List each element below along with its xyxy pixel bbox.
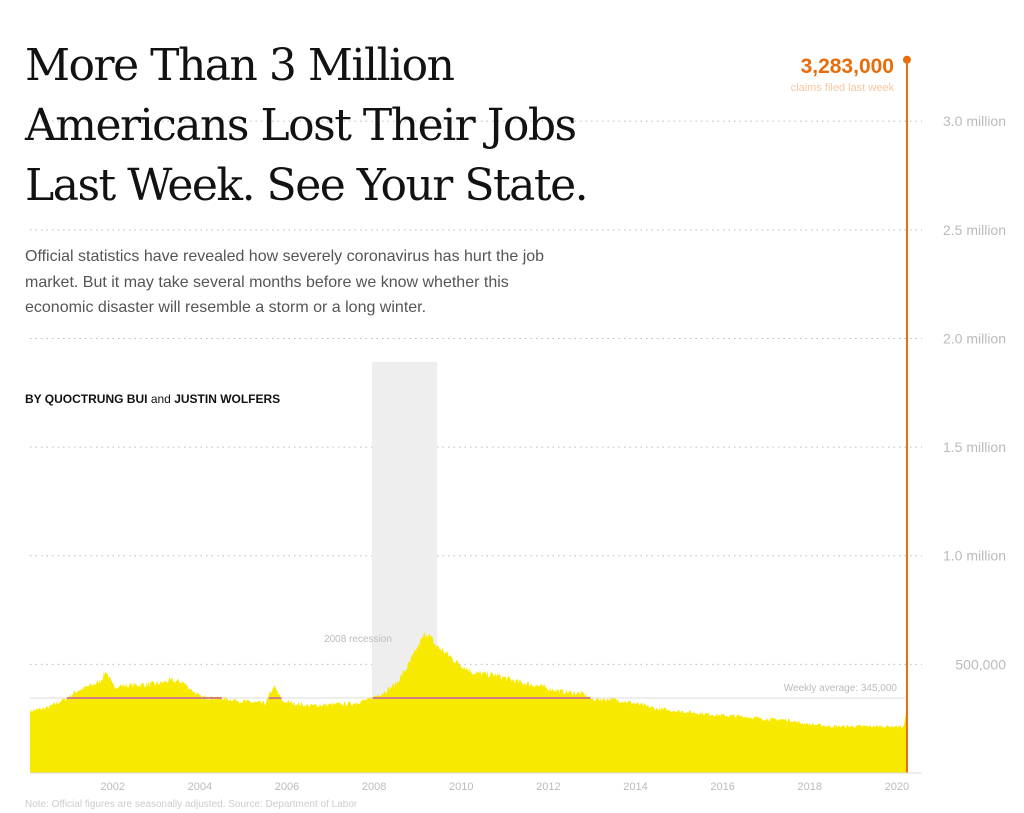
peak-sublabel: claims filed last week xyxy=(791,82,895,94)
x-tick-label: 2014 xyxy=(623,781,647,793)
byline: BY QUOCTRUNG BUI and JUSTIN WOLFERS xyxy=(25,392,280,406)
x-tick-label: 2018 xyxy=(798,781,822,793)
x-tick-label: 2004 xyxy=(188,781,212,793)
peak-dot xyxy=(902,55,911,64)
claims-area xyxy=(30,631,907,773)
recession-label: 2008 recession xyxy=(324,634,392,645)
source-note: Note: Official figures are seasonally ad… xyxy=(25,799,358,810)
gridlines: 500,000 1.0 million 1.5 million 2.0 million… xyxy=(30,113,1006,672)
y-tick-label: 1.5 million xyxy=(943,439,1006,455)
y-tick-label: 2.0 million xyxy=(943,330,1006,346)
x-tick-label: 2012 xyxy=(536,781,560,793)
x-tick-label: 2008 xyxy=(362,781,386,793)
headline: More Than 3 Million Americans Lost Their… xyxy=(25,40,589,211)
x-tick-label: 2010 xyxy=(449,781,473,793)
byline-author-2: JUSTIN WOLFERS xyxy=(174,392,281,406)
y-tick-label: 500,000 xyxy=(955,656,1006,672)
dek: Official statistics have revealed how se… xyxy=(25,248,545,316)
y-tick-label: 1.0 million xyxy=(943,548,1006,564)
byline-conjunction: and xyxy=(150,392,171,406)
byline-prefix: BY xyxy=(25,392,42,406)
x-axis: 2002 2004 2006 2008 2010 2012 2014 2016 2018 2020 xyxy=(101,781,910,793)
byline-author-1: QUOCTRUNG BUI xyxy=(44,392,148,406)
x-tick-label: 2016 xyxy=(710,781,734,793)
x-tick-label: 2020 xyxy=(885,781,909,793)
x-tick-label: 2002 xyxy=(101,781,125,793)
peak-value-label: 3,283,000 xyxy=(801,55,894,78)
average-label: Weekly average: 345,000 xyxy=(784,683,898,694)
x-tick-label: 2006 xyxy=(275,781,299,793)
y-tick-label: 2.5 million xyxy=(943,222,1006,238)
y-tick-label: 3.0 million xyxy=(943,113,1006,129)
